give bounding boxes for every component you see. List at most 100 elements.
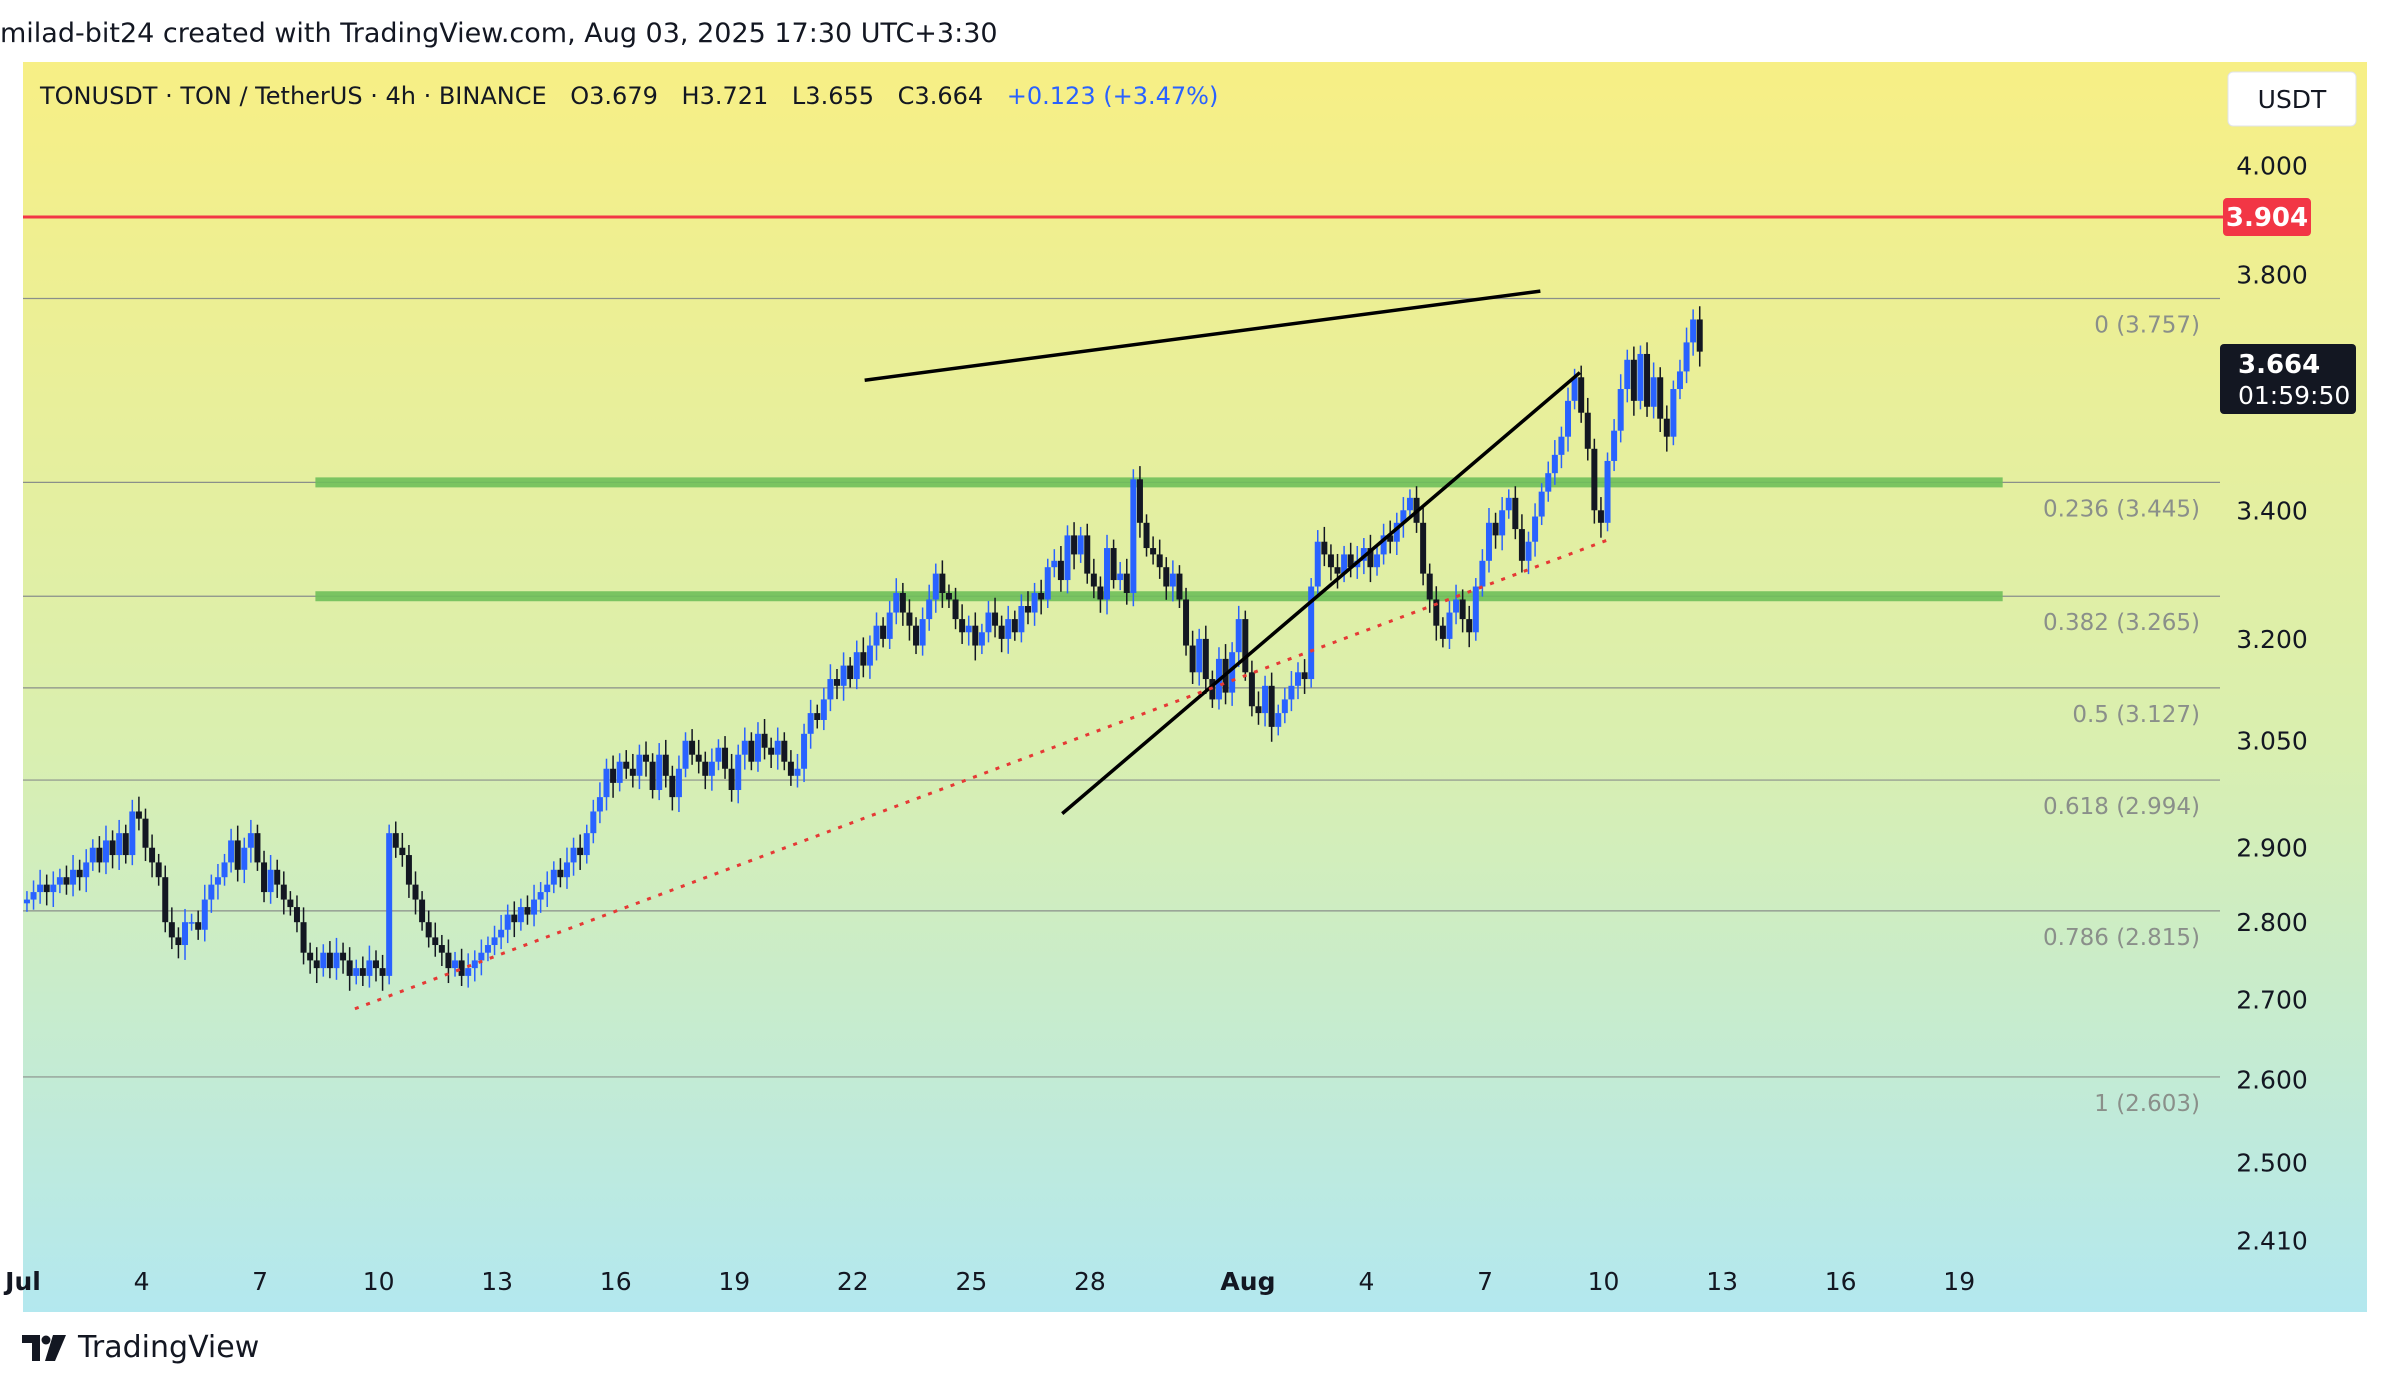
candle-body xyxy=(741,740,748,755)
candle-body xyxy=(899,592,906,613)
candle xyxy=(1565,387,1572,452)
candle xyxy=(1670,380,1677,446)
candle xyxy=(1611,419,1618,472)
candle xyxy=(70,854,77,897)
candle xyxy=(287,891,294,916)
footer-brand[interactable]: TradingView xyxy=(22,1330,259,1365)
candle xyxy=(866,635,873,679)
candle-body xyxy=(168,922,175,938)
candle-body xyxy=(438,945,445,953)
candle xyxy=(63,865,70,895)
candle-body xyxy=(959,619,966,633)
candle xyxy=(458,948,465,986)
candle-body xyxy=(452,960,459,969)
currency-label: USDT xyxy=(2258,85,2327,114)
candle xyxy=(623,750,630,779)
candle-body xyxy=(926,599,933,620)
candle xyxy=(1097,576,1104,613)
candle-body xyxy=(610,768,617,783)
candle xyxy=(1064,525,1071,594)
candle xyxy=(939,560,946,608)
candle xyxy=(761,719,768,760)
candle-body xyxy=(531,899,538,915)
candle xyxy=(261,850,268,903)
currency-button[interactable]: USDT xyxy=(2227,71,2357,127)
candle xyxy=(498,914,505,950)
candle-body xyxy=(636,754,643,776)
candle xyxy=(1281,687,1288,724)
candle xyxy=(1229,642,1236,706)
candle-body xyxy=(1314,541,1321,587)
time-axis[interactable]: Jul 4 7 10 13 16 19 22 25 28 Aug 4 7 10 13 16 19 xyxy=(3,1267,1975,1296)
price-tick-label: 3.050 xyxy=(2236,727,2308,756)
candle-body xyxy=(386,833,393,976)
candle-body xyxy=(346,960,353,976)
price-axis[interactable]: 4.000 3.800 3.400 3.200 3.050 2.900 2.800 2.700… xyxy=(2236,152,2308,1256)
candle xyxy=(1077,526,1084,563)
candle-body xyxy=(662,754,669,776)
candle xyxy=(1650,362,1657,419)
candle-body xyxy=(1327,554,1334,568)
candle-body xyxy=(1321,541,1328,555)
candle xyxy=(596,782,603,824)
candle xyxy=(1367,534,1374,583)
candle-body xyxy=(1453,599,1460,613)
candle xyxy=(412,871,419,915)
candle xyxy=(932,563,939,613)
candle xyxy=(748,732,755,771)
candle xyxy=(1255,691,1262,725)
support-zone[interactable] xyxy=(315,477,2003,488)
candle-body xyxy=(23,899,30,904)
candle-body xyxy=(1525,541,1532,561)
candle-body xyxy=(840,665,847,686)
candle xyxy=(847,657,854,688)
candle xyxy=(471,950,478,982)
candle-body xyxy=(1018,606,1025,633)
support-zone[interactable] xyxy=(315,591,2003,602)
candle xyxy=(952,587,959,630)
candle-body xyxy=(1235,619,1242,653)
legend-low-label: L xyxy=(792,82,806,110)
candle xyxy=(1268,672,1275,742)
candle-body xyxy=(1005,619,1012,639)
candle-body xyxy=(682,740,689,769)
candle-body xyxy=(1347,554,1354,568)
candle-body xyxy=(267,869,274,893)
candle-body xyxy=(1617,389,1624,431)
candle xyxy=(241,837,248,884)
candle xyxy=(1630,346,1637,416)
candle xyxy=(102,825,109,875)
candle-body xyxy=(1591,448,1598,511)
candle-body xyxy=(939,573,946,593)
candle xyxy=(1518,514,1525,573)
candle-body xyxy=(1255,706,1262,714)
candle xyxy=(873,612,880,661)
candle xyxy=(280,871,287,915)
candle xyxy=(1459,589,1466,633)
candle xyxy=(768,737,775,769)
candle-body xyxy=(1117,573,1124,581)
candle xyxy=(37,869,44,904)
time-tick-label: Jul xyxy=(3,1267,41,1296)
candle-body xyxy=(1242,619,1249,673)
candle-body xyxy=(241,847,248,870)
candle xyxy=(109,830,116,869)
candle xyxy=(201,884,208,942)
resistance-tag-value: 3.904 xyxy=(2226,203,2308,233)
candle xyxy=(893,578,900,625)
candle xyxy=(1512,486,1519,540)
candle-body xyxy=(1176,573,1183,600)
candle-body xyxy=(1400,510,1407,523)
candle xyxy=(840,652,847,701)
candle xyxy=(89,839,96,871)
trendlines[interactable] xyxy=(354,289,1613,1011)
candle xyxy=(326,941,333,979)
candle-body xyxy=(603,768,610,798)
candle-countdown: 01:59:50 xyxy=(2238,381,2350,410)
candle xyxy=(307,942,314,974)
candle xyxy=(1453,584,1460,625)
candle-body xyxy=(1130,479,1137,593)
candle-body xyxy=(188,922,195,924)
candle xyxy=(195,910,202,940)
